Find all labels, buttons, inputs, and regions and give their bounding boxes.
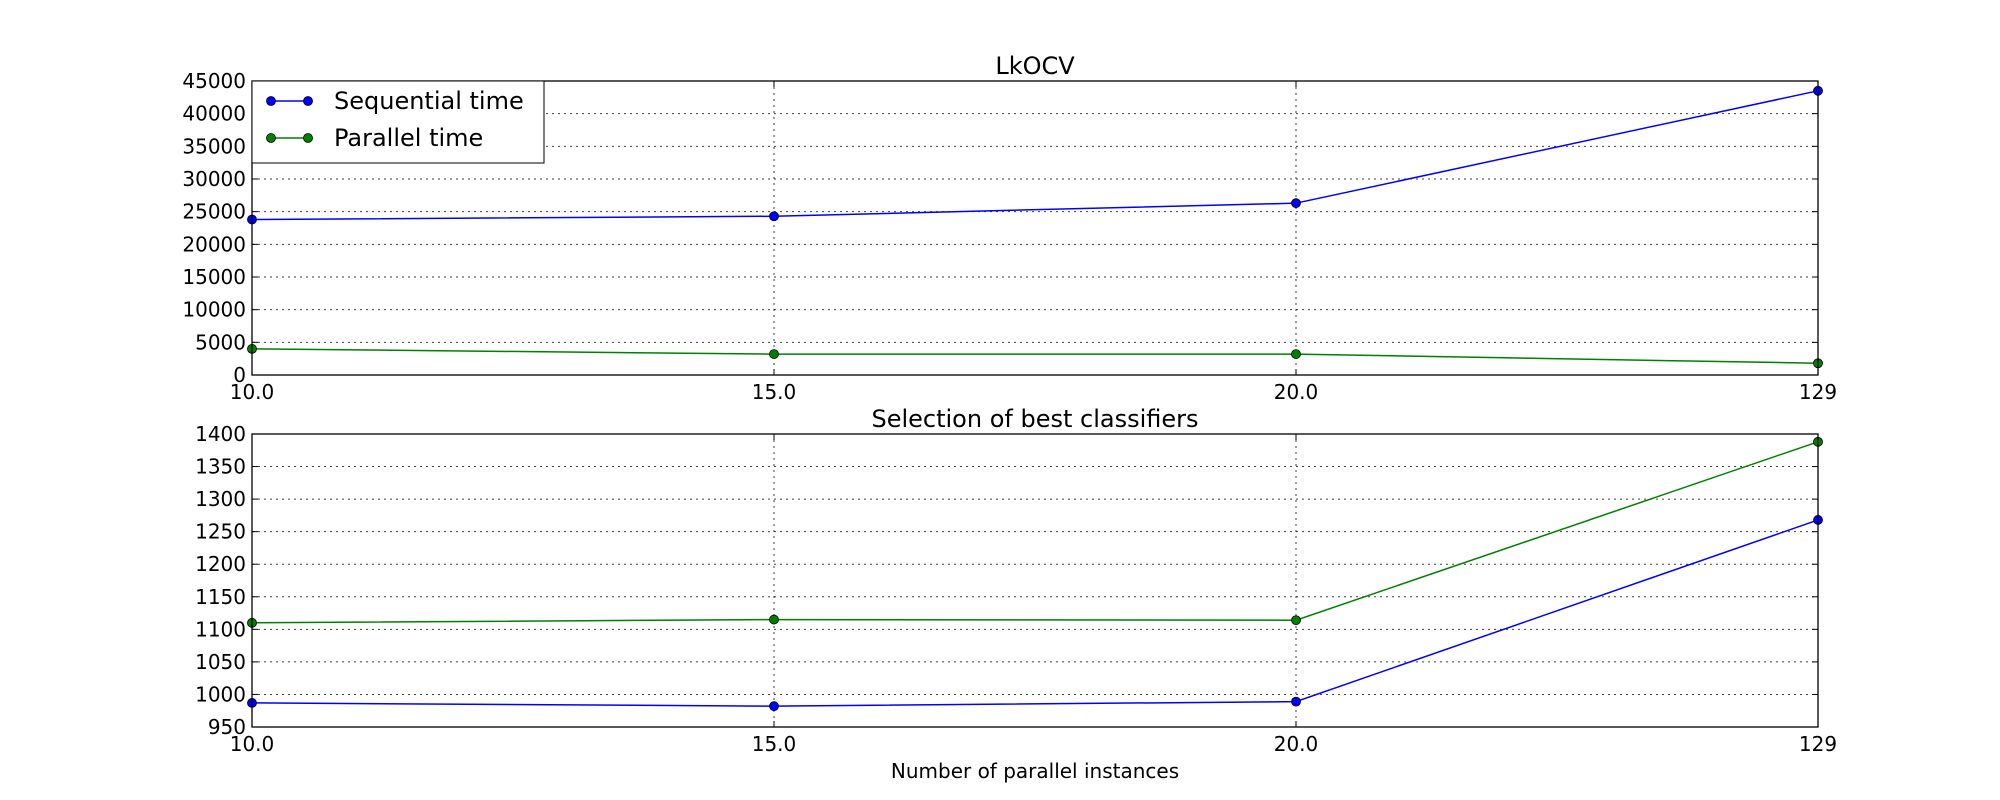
y-tick-label: 1150 xyxy=(195,585,246,609)
legend-sequential-marker xyxy=(303,96,313,106)
sequential-time-line xyxy=(251,90,1819,221)
x-tick-label: 129 xyxy=(1799,380,1837,404)
y-tick-label: 45000 xyxy=(182,69,246,93)
legend-box xyxy=(251,80,545,164)
y-tick-label: 35000 xyxy=(182,134,246,158)
x-tick-label: 10.0 xyxy=(230,732,275,756)
y-tick-label: 10000 xyxy=(182,298,246,322)
chart-title: LkOCV xyxy=(995,52,1075,80)
y-tick-label: 25000 xyxy=(182,200,246,224)
y-tick-label: 1050 xyxy=(195,650,246,674)
x-tick-label: 20.0 xyxy=(1274,732,1319,756)
y-tick-label: 1000 xyxy=(195,682,246,706)
y-tick-label: 1300 xyxy=(195,487,246,511)
parallel-time-point xyxy=(769,614,779,625)
y-tick-label: 0 xyxy=(233,363,246,387)
x-tick-label: 20.0 xyxy=(1274,380,1319,404)
parallel-time-line xyxy=(251,441,1819,624)
parallel-time-point xyxy=(769,349,779,359)
y-tick-label: 950 xyxy=(208,715,246,739)
x-tick-label: 129 xyxy=(1799,732,1837,756)
legend: Sequential time Parallel time xyxy=(251,80,545,164)
parallel-time-point xyxy=(1291,615,1301,626)
plot-frame xyxy=(251,433,1819,728)
plot-frame xyxy=(251,80,1819,376)
x-axis-label: Number of parallel instances xyxy=(891,759,1179,783)
legend-parallel-marker xyxy=(303,133,313,143)
y-tick-label: 1350 xyxy=(195,455,246,479)
legend-parallel-label: Parallel time xyxy=(334,124,483,152)
x-tick-label: 10.0 xyxy=(230,380,275,404)
x-tick-label: 15.0 xyxy=(752,732,797,756)
y-tick-label: 1250 xyxy=(195,520,246,544)
y-tick-label: 1200 xyxy=(195,552,246,576)
sequential-time-point xyxy=(769,701,779,712)
y-tick-label: 15000 xyxy=(182,265,246,289)
sequential-time-point xyxy=(1291,198,1301,209)
y-tick-label: 20000 xyxy=(182,232,246,256)
parallel-time-point xyxy=(1291,349,1301,359)
y-tick-label: 1100 xyxy=(195,617,246,641)
lkocv-chart: 10.0 15.0 20.0 129 0 5000 10000 15000 20000 25000… xyxy=(182,52,1837,404)
selection-chart: 10.0 15.0 20.0 129 950 1000 1050 1100 1150 1200 12… xyxy=(195,405,1837,783)
sequential-time-point xyxy=(769,211,779,222)
y-tick-label: 5000 xyxy=(195,330,246,354)
chart-title: Selection of best classifiers xyxy=(871,405,1198,433)
sequential-time-point xyxy=(1291,696,1301,707)
x-tick-label: 15.0 xyxy=(752,380,797,404)
y-tick-label: 1400 xyxy=(195,422,246,446)
legend-sequential-label: Sequential time xyxy=(334,87,524,115)
y-tick-label: 30000 xyxy=(182,167,246,191)
sequential-time-line xyxy=(251,519,1819,707)
y-tick-label: 40000 xyxy=(182,102,246,126)
legend-parallel-marker xyxy=(266,133,276,143)
parallel-time-line xyxy=(251,348,1819,364)
legend-sequential-marker xyxy=(266,96,276,106)
